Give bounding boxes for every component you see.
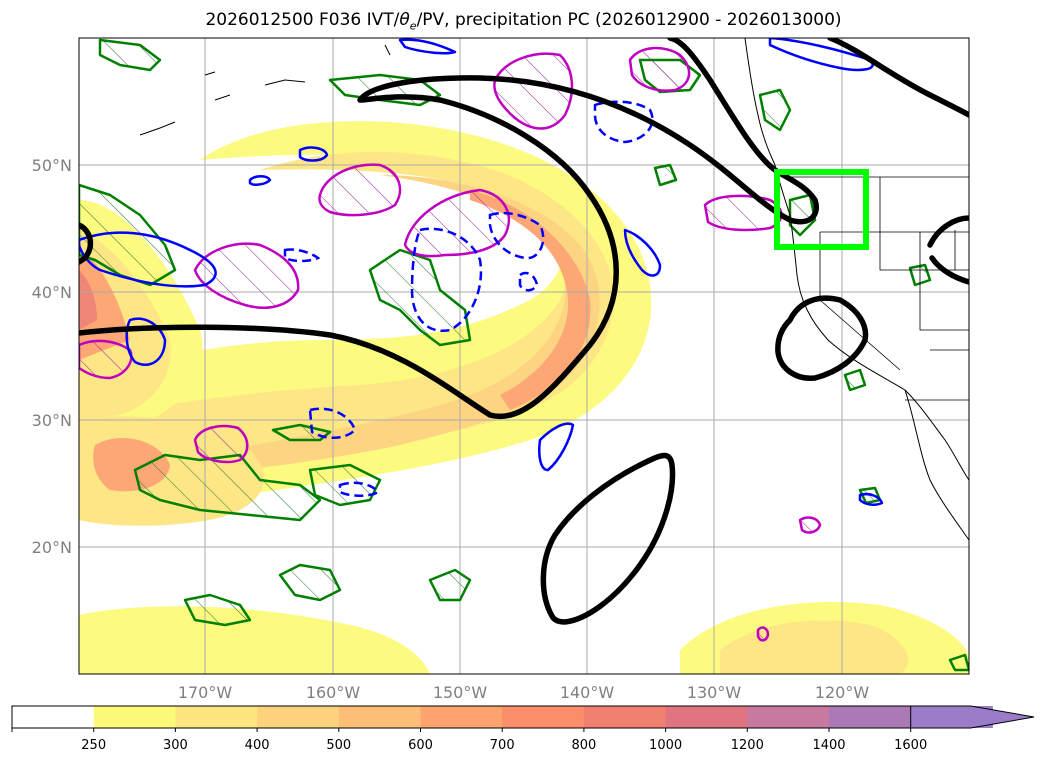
title-part-rest: /PV, precipitation PC (2026012900 - 2026… [416, 10, 842, 30]
ivt-fill-south-west [79, 606, 430, 674]
colorbar-tick-label: 500 [326, 738, 351, 753]
colorbar-segment [829, 706, 912, 728]
colorbar-tick-label: 300 [163, 738, 188, 753]
lon-axis: 170°W 160°W 150°W 140°W 130°W 120°W [178, 683, 870, 702]
colorbar-segment [257, 706, 340, 728]
chart-title: 2026012500 F036 IVT/θe/PV, precipitation… [0, 10, 1047, 32]
colorbar-segment [93, 706, 176, 728]
lat-axis: 50°N 40°N 30°N 20°N [32, 156, 72, 557]
colorbar-tick-label: 400 [245, 738, 270, 753]
colorbar-extend-arrow [910, 705, 1035, 729]
title-theta: θ [399, 10, 410, 30]
ivt-fill-west-4 [79, 270, 97, 330]
colorbar-segment [665, 706, 748, 728]
colorbar-tick-label: 600 [408, 738, 433, 753]
colorbar-segment [502, 706, 585, 728]
ivt-fill-level-3 [200, 175, 600, 475]
lat-label: 40°N [32, 283, 72, 302]
pv-blue-dashed-contours [283, 100, 654, 497]
theta-e-contours [79, 38, 969, 625]
plot-frame [78, 37, 970, 675]
highlight-box [774, 169, 869, 250]
colorbar-tick-label: 1200 [731, 738, 764, 753]
colorbar-segment [338, 706, 421, 728]
colorbar-outline [11, 705, 911, 729]
colorbar-tick-label: 700 [490, 738, 515, 753]
colorbar-tick-label: 800 [571, 738, 596, 753]
colorbar-tick-label: 1400 [812, 738, 845, 753]
state-borders [790, 176, 969, 401]
lon-label: 170°W [178, 683, 233, 702]
colorbar-segment [175, 706, 258, 728]
lat-label: 30°N [32, 411, 72, 430]
lon-label: 130°W [687, 683, 742, 702]
lon-label: 120°W [815, 683, 870, 702]
colorbar-segment [747, 706, 830, 728]
lat-label: 50°N [32, 156, 72, 175]
lon-label: 140°W [560, 683, 615, 702]
coastlines [139, 38, 969, 541]
colorbar-tick-label: 1600 [894, 738, 927, 753]
lon-label: 160°W [306, 683, 361, 702]
title-subscript: e [409, 19, 417, 33]
colorbar-tick-label: 250 [81, 738, 106, 753]
lon-label: 150°W [433, 683, 488, 702]
colorbar-segment [583, 706, 667, 728]
ivt-fill-level-4 [470, 190, 591, 410]
pv-blue-contours [79, 38, 884, 506]
colorbar-tick-label: 1000 [649, 738, 682, 753]
title-part-main: 2026012500 F036 IVT/ [205, 10, 400, 30]
gridlines [79, 38, 969, 674]
colorbar-segment [12, 706, 95, 728]
colorbar-segment [420, 706, 503, 728]
colorbar: 250 300 400 500 600 700 800 1000 1200 1400 1600 [11, 705, 1035, 753]
lat-label: 20°N [32, 538, 72, 557]
